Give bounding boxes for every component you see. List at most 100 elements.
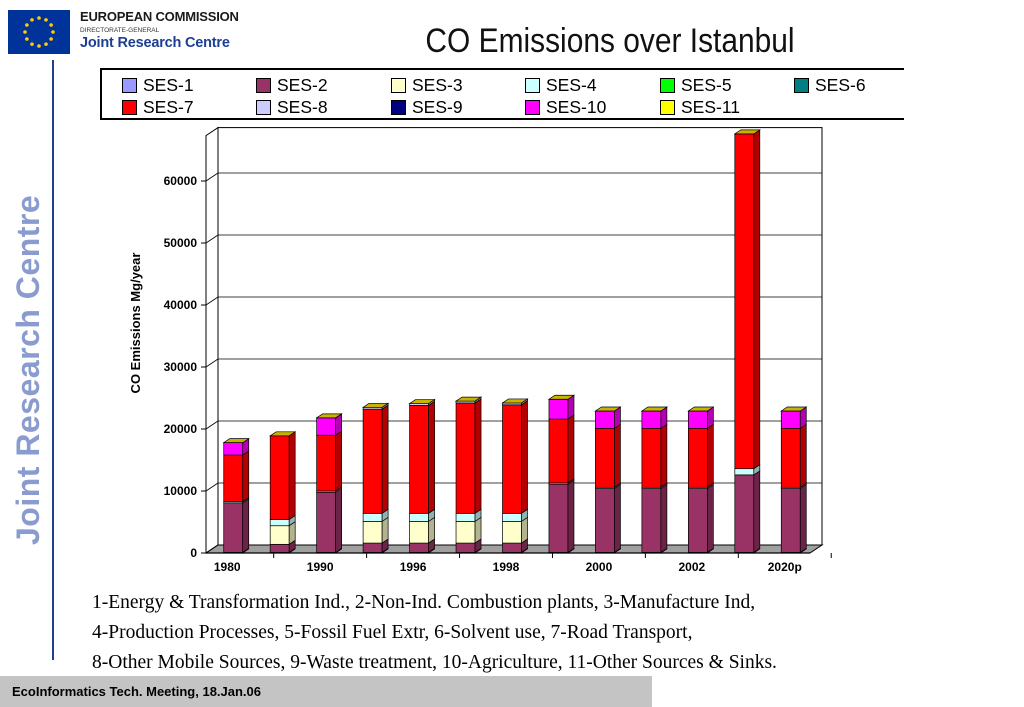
- x-tick-label: 1996: [400, 560, 427, 574]
- footer-text: EcoInformatics Tech. Meeting, 18.Jan.06: [12, 684, 262, 699]
- gridline-side: [205, 482, 219, 492]
- bar-top: [501, 398, 529, 404]
- bar-segment-side: [381, 516, 389, 544]
- bar-segment-side: [381, 404, 389, 514]
- bar-segment: [687, 410, 708, 429]
- chart-legend: SES-1 SES-2 SES-3 SES-4 SES-5 SES-6 SES-7 SES-8…: [100, 68, 904, 120]
- legend-label: SES-6: [815, 75, 866, 95]
- bar-segment-side: [521, 400, 528, 514]
- bar-top: [408, 399, 436, 404]
- y-tick-label: 30000: [164, 360, 198, 374]
- caption-line-2: 4-Production Processes, 5-Fossil Fuel Ex…: [92, 622, 693, 643]
- bar-segment-side: [428, 516, 435, 544]
- side-wall: [205, 126, 219, 554]
- legend-label: SES-2: [277, 75, 328, 95]
- legend-label: SES-8: [277, 97, 328, 117]
- bar-segment: [223, 502, 244, 553]
- y-tick-label: 60000: [164, 174, 198, 188]
- legend-swatch: [660, 78, 675, 93]
- bar-segment-side: [706, 483, 714, 554]
- bar-segment-side: [614, 483, 621, 554]
- legend-label: SES-3: [412, 75, 463, 95]
- bar-segment-side: [474, 516, 482, 544]
- legend-label: SES-9: [412, 97, 463, 117]
- bar-top: [640, 406, 669, 412]
- bar-top: [733, 129, 761, 135]
- bar-segment: [502, 512, 522, 522]
- legend-label: SES-4: [546, 75, 597, 95]
- gridline-side: [205, 544, 219, 554]
- legend-swatch: [122, 78, 137, 93]
- legend-swatch: [391, 100, 406, 115]
- bar-segment-side: [799, 423, 807, 488]
- bar-segment-side: [242, 498, 250, 554]
- y-tick-label: 50000: [164, 236, 198, 250]
- bar-segment: [502, 521, 522, 544]
- gridline-side: [205, 234, 219, 244]
- y-tick-label: 40000: [164, 298, 198, 312]
- legend-item: SES-9: [391, 97, 463, 117]
- bar-segment: [455, 521, 476, 544]
- bar-segment-side: [567, 479, 575, 554]
- legend-swatch: [256, 78, 271, 93]
- y-tick-label: 20000: [164, 422, 198, 436]
- bar-segment: [455, 512, 476, 522]
- bar-segment: [409, 512, 429, 522]
- bar-segment-side: [753, 470, 761, 554]
- gridline-side: [205, 358, 219, 368]
- x-tick-label: 2020p: [768, 560, 802, 574]
- bar-segment-side: [660, 423, 668, 488]
- x-tick-label: 1980: [214, 560, 241, 574]
- bar-segment: [223, 454, 244, 502]
- gridline-side: [205, 296, 219, 306]
- bar-segment-side: [474, 398, 482, 514]
- legend-label: SES-11: [681, 97, 741, 117]
- logo-line-2: DIRECTORATE-GENERAL: [80, 27, 160, 34]
- bar-segment: [641, 410, 662, 429]
- legend-swatch: [660, 100, 675, 115]
- bar-segment: [269, 543, 290, 553]
- bar-top: [361, 402, 390, 408]
- bar-top: [547, 394, 576, 400]
- legend-label: SES-7: [143, 97, 194, 117]
- bar-segment: [223, 442, 244, 456]
- bar-top: [687, 406, 715, 412]
- bar-segment: [316, 491, 337, 553]
- bar-segment: [316, 434, 337, 492]
- bar-segment: [548, 418, 569, 484]
- bar-segment-side: [335, 430, 343, 492]
- bar-segment: [455, 402, 476, 514]
- bar-segment: [316, 417, 337, 436]
- bar-segment: [409, 405, 429, 514]
- y-tick-label: 10000: [164, 484, 198, 498]
- bar-segment: [734, 468, 755, 476]
- footer-bar: EcoInformatics Tech. Meeting, 18.Jan.06: [0, 676, 652, 707]
- bar-segment-side: [428, 400, 435, 514]
- bar-segment-side: [753, 129, 761, 470]
- legend-item: SES-7: [122, 97, 194, 117]
- bar-top: [315, 413, 343, 419]
- bar-segment-side: [242, 450, 250, 503]
- bar-segment: [362, 408, 383, 514]
- legend-item: SES-10: [525, 97, 606, 117]
- bar-segment-side: [614, 423, 621, 488]
- legend-item: SES-3: [391, 75, 463, 95]
- bar-segment: [409, 521, 429, 544]
- bar-segment: [362, 542, 383, 553]
- chart-caption: 1-Energy & Transformation Ind., 2-Non-In…: [92, 588, 777, 678]
- bar-segment: [641, 488, 662, 553]
- eu-flag-icon: [8, 10, 70, 54]
- legend-item: SES-4: [525, 75, 597, 95]
- x-tick-label: 1990: [307, 560, 334, 574]
- legend-swatch: [525, 78, 540, 93]
- bar-segment-side: [660, 483, 668, 554]
- legend-item: SES-1: [122, 75, 194, 95]
- legend-item: SES-8: [256, 97, 328, 117]
- caption-line-3: 8-Other Mobile Sources, 9-Waste treatmen…: [92, 652, 777, 673]
- bar-segment: [687, 428, 708, 488]
- bar-top: [269, 431, 297, 437]
- bar-segment: [502, 542, 522, 553]
- bar-segment: [780, 410, 801, 429]
- bar-segment: [409, 542, 429, 553]
- bar-segment-side: [706, 423, 714, 488]
